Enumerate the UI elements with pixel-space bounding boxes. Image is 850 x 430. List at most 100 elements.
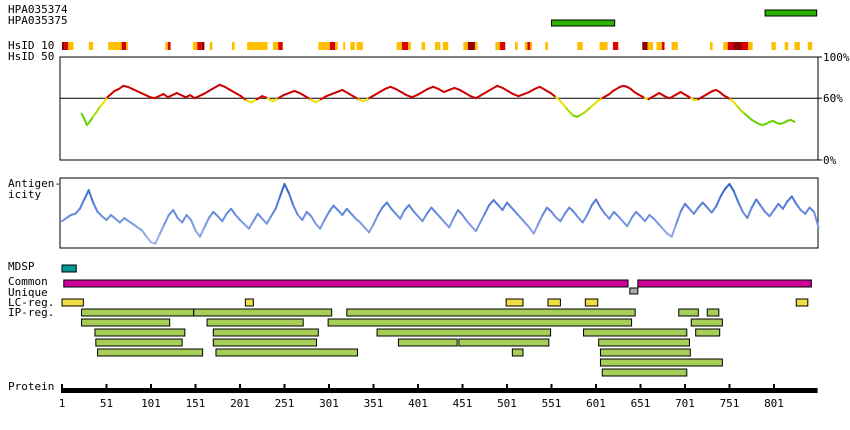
ip-region-bar <box>583 328 688 337</box>
protein-axis-tick-label: 51 <box>100 397 113 410</box>
antigenicity-curve-segment <box>225 207 233 215</box>
antigenicity-curve-segment <box>350 212 357 220</box>
hsid10-segment <box>463 42 468 50</box>
antigenicity-curve-segment <box>216 215 224 223</box>
protein-axis-tick-label: 401 <box>408 397 428 410</box>
antigenicity-curve-segment <box>795 202 802 212</box>
hsid10-segment <box>442 42 449 50</box>
antigenicity-curve-segment <box>732 190 740 204</box>
hsid50-track-label: HsID 50 <box>8 50 55 63</box>
antigenicity-curve-segment <box>417 215 424 223</box>
protein-axis-tick-label: 151 <box>186 397 206 410</box>
hsid10-segment <box>647 42 653 50</box>
antigenicity-curve-segment <box>523 221 531 229</box>
antigenicity-curve-segment <box>635 210 642 218</box>
antigenicity-curve-segment <box>185 214 193 221</box>
antigenicity-curve-segment <box>804 206 811 215</box>
hsid10-segment <box>495 42 500 50</box>
hsid50-curve-segment <box>266 97 274 103</box>
antigenicity-curve-segment <box>679 202 686 213</box>
hsid10-segment <box>723 42 728 50</box>
common-region-bar <box>63 279 629 288</box>
antigenicity-curve-segment <box>483 204 491 215</box>
hsid50-curve-segment <box>83 117 88 126</box>
protein-axis-tick-label: 201 <box>230 397 250 410</box>
antigenicity-curve-segment <box>92 201 99 213</box>
protein-axis-tick <box>194 384 197 393</box>
antigenicity-curve-segment <box>145 235 152 244</box>
protein-axis-tick <box>283 384 286 393</box>
hsid50-curve-segment <box>298 92 306 98</box>
antigenicity-curve-segment <box>341 207 348 216</box>
antigenicity-curve-segment <box>781 200 789 210</box>
hsid50-ytick-label: 60% <box>823 92 843 105</box>
protein-axis-tick <box>328 384 330 393</box>
antigenicity-curve-segment <box>279 183 286 198</box>
hsid50-curve-segment <box>416 91 424 97</box>
antigen-bar-HPA035374 <box>764 9 818 17</box>
antigenicity-curve-segment <box>474 221 482 233</box>
hsid50-curve-segment <box>421 87 429 94</box>
hsid10-segment <box>421 42 426 50</box>
antigenicity-curve-segment <box>198 226 206 238</box>
antigenicity-curve-segment <box>425 206 433 215</box>
antigenicity-curve-segment <box>519 216 526 224</box>
protein-axis-tick <box>550 384 553 393</box>
hsid50-curve-segment <box>234 92 242 98</box>
protein-axis-tick-label: 1 <box>59 397 66 410</box>
antigenicity-curve-segment <box>768 209 775 218</box>
ip-region-bar <box>376 328 552 337</box>
hsid10-segment <box>748 42 753 50</box>
ip-region-bar <box>95 338 183 347</box>
hsid50-curve-segment <box>346 92 355 98</box>
hsid10-segment <box>527 42 531 50</box>
antigenicity-curve-segment <box>621 220 629 228</box>
antigenicity-curve-segment <box>372 214 379 226</box>
antigenicity-curve-segment <box>336 209 344 216</box>
hsid50-curve-segment <box>102 96 109 104</box>
hsid10-segment <box>741 42 749 50</box>
antigenicity-curve-segment <box>434 211 442 219</box>
antigenicity-curve-segment <box>239 218 246 226</box>
ip-region-bar <box>706 308 720 317</box>
hsid10-segment <box>329 42 336 50</box>
ip-region-bar <box>458 338 550 347</box>
hsid50-curve-segment <box>319 95 328 101</box>
hsid50-curve-segment <box>314 98 322 104</box>
antigenicity-curve-segment <box>292 204 299 216</box>
lc-region-block <box>505 298 524 307</box>
antigenicity-curve-segment <box>506 201 513 209</box>
antigenicity-curve-segment <box>319 218 326 230</box>
antigenicity-curve-segment <box>323 210 330 221</box>
common-track-label: Common <box>8 275 48 288</box>
antigenicity-curve-segment <box>408 204 415 213</box>
antigenicity-curve-segment <box>203 217 210 229</box>
hsid10-segment <box>165 42 168 50</box>
hsid50-curve-segment <box>464 92 472 98</box>
hsid10-segment <box>642 42 648 50</box>
protein-axis-tick-label: 701 <box>675 397 695 410</box>
hsid50-curve-segment <box>528 87 536 94</box>
antigenicity-curve-segment <box>670 223 678 238</box>
ip-region-bar <box>601 368 688 377</box>
hsid50-curve-segment <box>250 98 258 104</box>
antigenicity-curve-segment <box>443 221 451 229</box>
antigenicity-curve-segment <box>546 206 553 213</box>
mdsp-track-label: MDSP <box>8 260 35 273</box>
hsid50-curve-segment <box>255 95 264 101</box>
hsid50-curve-segment <box>362 97 371 103</box>
protein-axis-tick <box>461 384 464 393</box>
hsid10-segment <box>343 42 346 50</box>
antigenicity-label-line2: icity <box>8 188 42 201</box>
hsid10-segment <box>88 42 94 50</box>
antigenicity-curve-segment <box>715 195 722 208</box>
protein-axis-tick <box>684 384 686 393</box>
unique-track-label: Unique <box>8 286 48 299</box>
antigenicity-curve-segment <box>252 212 259 223</box>
antigenicity-curve-segment <box>626 217 633 228</box>
antigenicity-curve-segment <box>652 217 660 225</box>
antigenicity-curve-segment <box>212 210 219 218</box>
antigenicity-curve-segment <box>688 207 695 215</box>
hsid10-segment <box>356 42 363 50</box>
mdsp-block <box>61 264 77 273</box>
